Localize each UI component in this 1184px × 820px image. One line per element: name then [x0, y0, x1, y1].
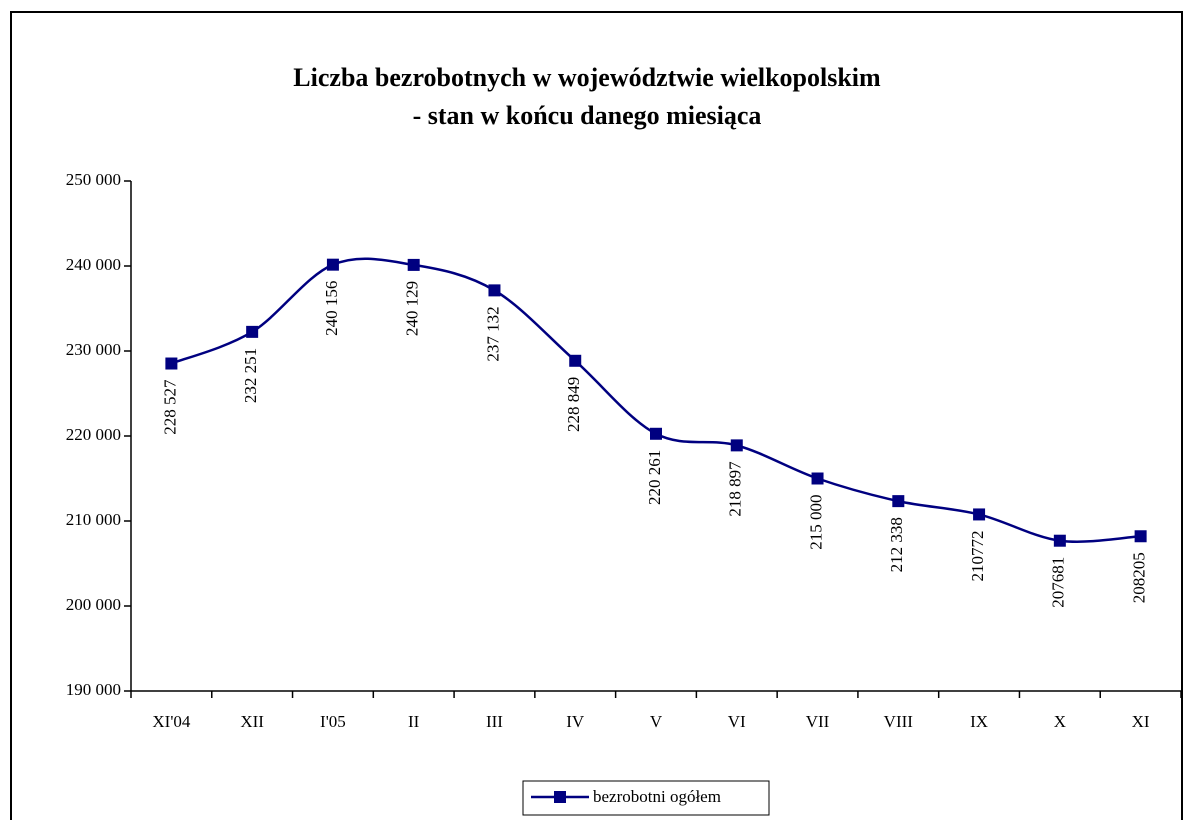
x-tick-label: II [408, 712, 420, 731]
data-label: 207681 [1049, 557, 1068, 608]
marker [730, 439, 743, 452]
x-tick-label: V [650, 712, 663, 731]
x-tick-label: XII [240, 712, 264, 731]
data-label: 210772 [968, 530, 987, 581]
data-label: 240 129 [403, 281, 422, 336]
data-label: 212 338 [887, 517, 906, 572]
y-tick-label: 220 000 [66, 425, 121, 444]
x-tick-label: IV [566, 712, 585, 731]
data-label: 218 897 [726, 461, 745, 517]
x-tick-label: XI'04 [152, 712, 191, 731]
y-tick-label: 230 000 [66, 340, 121, 359]
marker [326, 258, 339, 271]
marker [488, 284, 501, 297]
data-label: 208205 [1130, 552, 1149, 603]
data-label: 228 849 [564, 377, 583, 432]
y-tick-label: 210 000 [66, 510, 121, 529]
legend-marker [554, 791, 566, 803]
marker [892, 495, 905, 508]
marker [1134, 530, 1147, 543]
chart-subtitle: - stan w końcu danego miesiąca [413, 101, 762, 130]
x-tick-label: III [486, 712, 503, 731]
data-label: 232 251 [241, 348, 260, 403]
marker [165, 357, 178, 370]
marker [973, 508, 986, 521]
data-label: 220 261 [645, 450, 664, 505]
y-tick-label: 200 000 [66, 595, 121, 614]
marker [246, 325, 259, 338]
x-tick-label: VIII [884, 712, 914, 731]
marker [407, 258, 420, 271]
data-label: 240 156 [322, 281, 341, 336]
x-tick-label: XI [1132, 712, 1150, 731]
y-tick-label: 240 000 [66, 255, 121, 274]
x-tick-label: VII [806, 712, 830, 731]
data-label: 228 527 [160, 379, 179, 435]
x-tick-label: I'05 [320, 712, 346, 731]
y-tick-label: 250 000 [66, 170, 121, 189]
x-tick-label: X [1054, 712, 1066, 731]
marker [1053, 534, 1066, 547]
y-tick-label: 190 000 [66, 680, 121, 699]
legend-label: bezrobotni ogółem [593, 787, 721, 806]
marker [650, 427, 662, 440]
data-label: 215 000 [806, 495, 825, 550]
x-tick-label: VI [728, 712, 746, 731]
data-label: 237 132 [483, 306, 502, 361]
marker [811, 472, 824, 485]
x-tick-label: IX [970, 712, 988, 731]
chart-title: Liczba bezrobotnych w województwie wielk… [293, 63, 881, 92]
marker [569, 354, 582, 367]
frame [10, 11, 1183, 820]
